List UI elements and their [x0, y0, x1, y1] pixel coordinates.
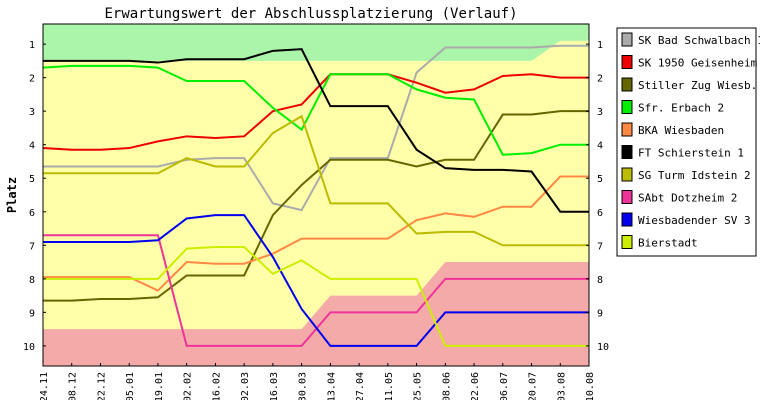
legend-entry: SK 1950 Geisenheim — [638, 57, 758, 70]
y-tick-label-left: 9 — [29, 308, 35, 319]
x-tick-label: 03.08 — [556, 372, 567, 400]
x-tick-label: 06.07 — [499, 372, 510, 400]
y-tick-label-left: 4 — [29, 141, 35, 152]
y-tick-label-right: 2 — [597, 74, 603, 85]
series-line-4 — [42, 64, 589, 156]
x-tick-label: 27.04 — [355, 372, 366, 400]
y-tick-label-right: 6 — [597, 208, 603, 219]
band-layer — [43, 24, 589, 366]
legend-entry: Sfr. Erbach 2 — [638, 102, 724, 115]
legend-swatch — [621, 167, 633, 182]
x-tick-label: 22.12 — [96, 372, 107, 400]
x-tick-label: 02.03 — [240, 372, 251, 400]
legend-entry: Bierstadt — [638, 237, 698, 250]
legend-entry: SK Bad Schwalbach 1 — [638, 34, 760, 47]
y-tick-label-right: 5 — [597, 174, 603, 185]
legend-entry: Stiller Zug Wiesb. — [638, 79, 757, 92]
legend: SK Bad Schwalbach 1 SK 1950 Geisenheim Sti… — [616, 27, 760, 257]
y-tick-label-left: 6 — [29, 208, 35, 219]
x-tick-label: 20.07 — [528, 372, 539, 400]
y-tick-label-right: 9 — [597, 308, 603, 319]
legend-entry: FT Schierstein 1 — [638, 147, 744, 160]
x-tick-label: 25.05 — [413, 372, 424, 400]
series-line-9 — [43, 214, 589, 347]
axis-layer: 1 1 2 2 3 3 4 4 5 5 6 6 7 7 8 8 9 9 10 10 24.11 08.12 22.12 05.… — [23, 23, 609, 402]
x-tick-label: 08.12 — [68, 372, 79, 400]
series-line-1 — [43, 44, 589, 212]
y-tick-label-right: 1 — [597, 40, 603, 51]
legend-swatch — [621, 122, 633, 137]
y-tick-label-left: 7 — [29, 241, 35, 252]
x-tick-label: 13.04 — [326, 372, 337, 400]
y-tick-label-right: 10 — [597, 342, 609, 353]
plot-frame — [42, 23, 590, 367]
x-tick-label: 10.08 — [585, 372, 596, 400]
legend-box — [616, 27, 757, 257]
series-line-7 — [43, 114, 589, 247]
x-tick-label: 02.02 — [183, 372, 194, 400]
x-tick-label: 30.03 — [298, 372, 309, 400]
legend-swatch — [621, 145, 633, 159]
y-tick-label-right: 4 — [597, 141, 603, 152]
legend-swatch — [621, 100, 633, 114]
legend-swatch — [621, 212, 633, 227]
y-tick-label-left: 5 — [29, 174, 35, 185]
series-line-8 — [43, 234, 589, 347]
y-tick-label-left: 3 — [29, 107, 35, 118]
y-tick-label-left: 8 — [29, 275, 35, 286]
band-bottom — [43, 262, 589, 366]
y-tick-label-left: 2 — [29, 74, 35, 85]
legend-swatch — [621, 235, 633, 249]
series-line-6 — [43, 48, 589, 213]
x-tick-label: 11.05 — [384, 372, 395, 400]
y-tick-label-left: 1 — [29, 40, 35, 51]
legend-swatch — [621, 32, 633, 47]
y-tick-label-right: 7 — [597, 241, 603, 252]
chart-title: Erwartungswert der Abschlussplatzierung … — [104, 6, 517, 22]
band-top — [43, 24, 589, 61]
legend-swatch — [621, 77, 633, 92]
y-tick-label-right: 3 — [597, 107, 603, 118]
y-axis-label: Platz — [5, 177, 19, 213]
y-tick-label-left: 10 — [23, 342, 35, 353]
series-layer — [42, 44, 589, 347]
x-tick-label: 16.03 — [269, 372, 280, 400]
x-tick-label: 19.01 — [154, 372, 165, 400]
legend-swatch — [621, 190, 633, 204]
legend-swatch — [621, 55, 633, 69]
series-line-2 — [42, 73, 589, 151]
legend-entry: SAbt Dotzheim 2 — [638, 192, 737, 205]
series-line-10 — [43, 245, 589, 347]
legend-entry: Wiesbadender SV 3 — [638, 214, 751, 227]
x-tick-label: 05.01 — [125, 372, 136, 400]
y-tick-label-right: 8 — [597, 275, 603, 286]
x-tick-label: 24.11 — [39, 372, 50, 400]
series-line-3 — [43, 110, 589, 302]
x-tick-label: 16.02 — [211, 372, 222, 400]
x-tick-label: 08.06 — [441, 372, 452, 400]
legend-entry: BKA Wiesbaden — [638, 124, 724, 137]
legend-entry: SG Turm Idstein 2 — [638, 169, 751, 182]
x-tick-label: 22.06 — [470, 372, 481, 400]
